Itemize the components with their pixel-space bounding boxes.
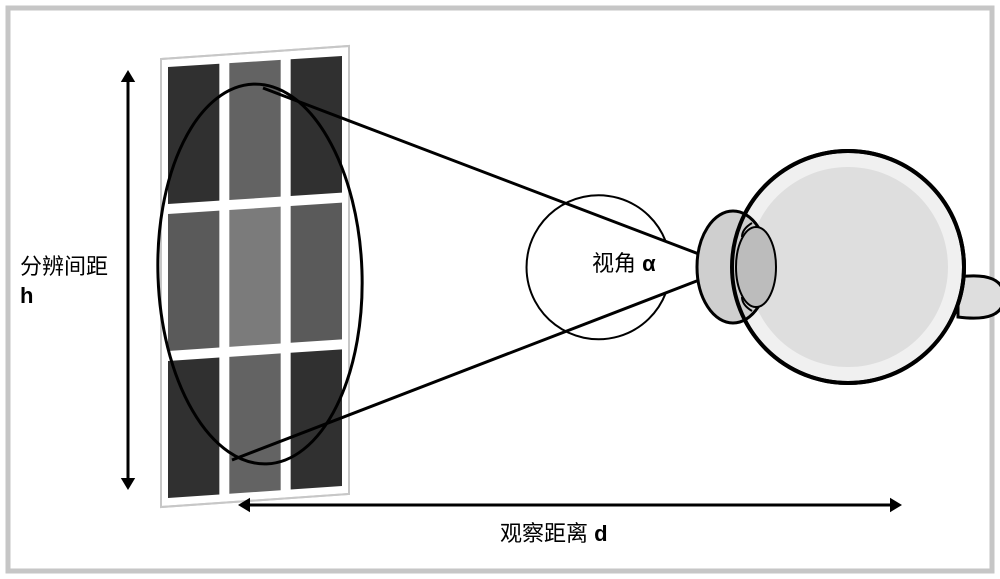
screen-cell xyxy=(229,207,280,347)
label-distance-text: 观察距离 xyxy=(500,521,588,546)
screen-cell xyxy=(168,211,219,351)
eye-icon xyxy=(697,151,1000,383)
label-angle-var: α xyxy=(642,251,656,276)
label-angle-text: 视角 xyxy=(592,251,636,276)
height-arrow-head-bottom xyxy=(121,478,135,490)
screen-cell xyxy=(229,60,280,200)
screen-cell xyxy=(229,353,280,493)
diagram-canvas xyxy=(0,0,1000,579)
screen-cell xyxy=(168,64,219,204)
screen-cell xyxy=(291,203,342,343)
label-distance-var: d xyxy=(594,521,607,546)
label-height-var: h xyxy=(20,283,33,308)
screen-cell xyxy=(168,358,219,498)
label-distance: 观察距离 d xyxy=(500,520,608,549)
label-height: 分辨间距 h xyxy=(20,253,110,310)
distance-arrow-head-right xyxy=(890,498,902,512)
label-height-text: 分辨间距 xyxy=(20,254,108,279)
label-angle: 视角 α xyxy=(592,250,656,279)
height-arrow-head-top xyxy=(121,70,135,82)
screen-cell xyxy=(291,56,342,196)
